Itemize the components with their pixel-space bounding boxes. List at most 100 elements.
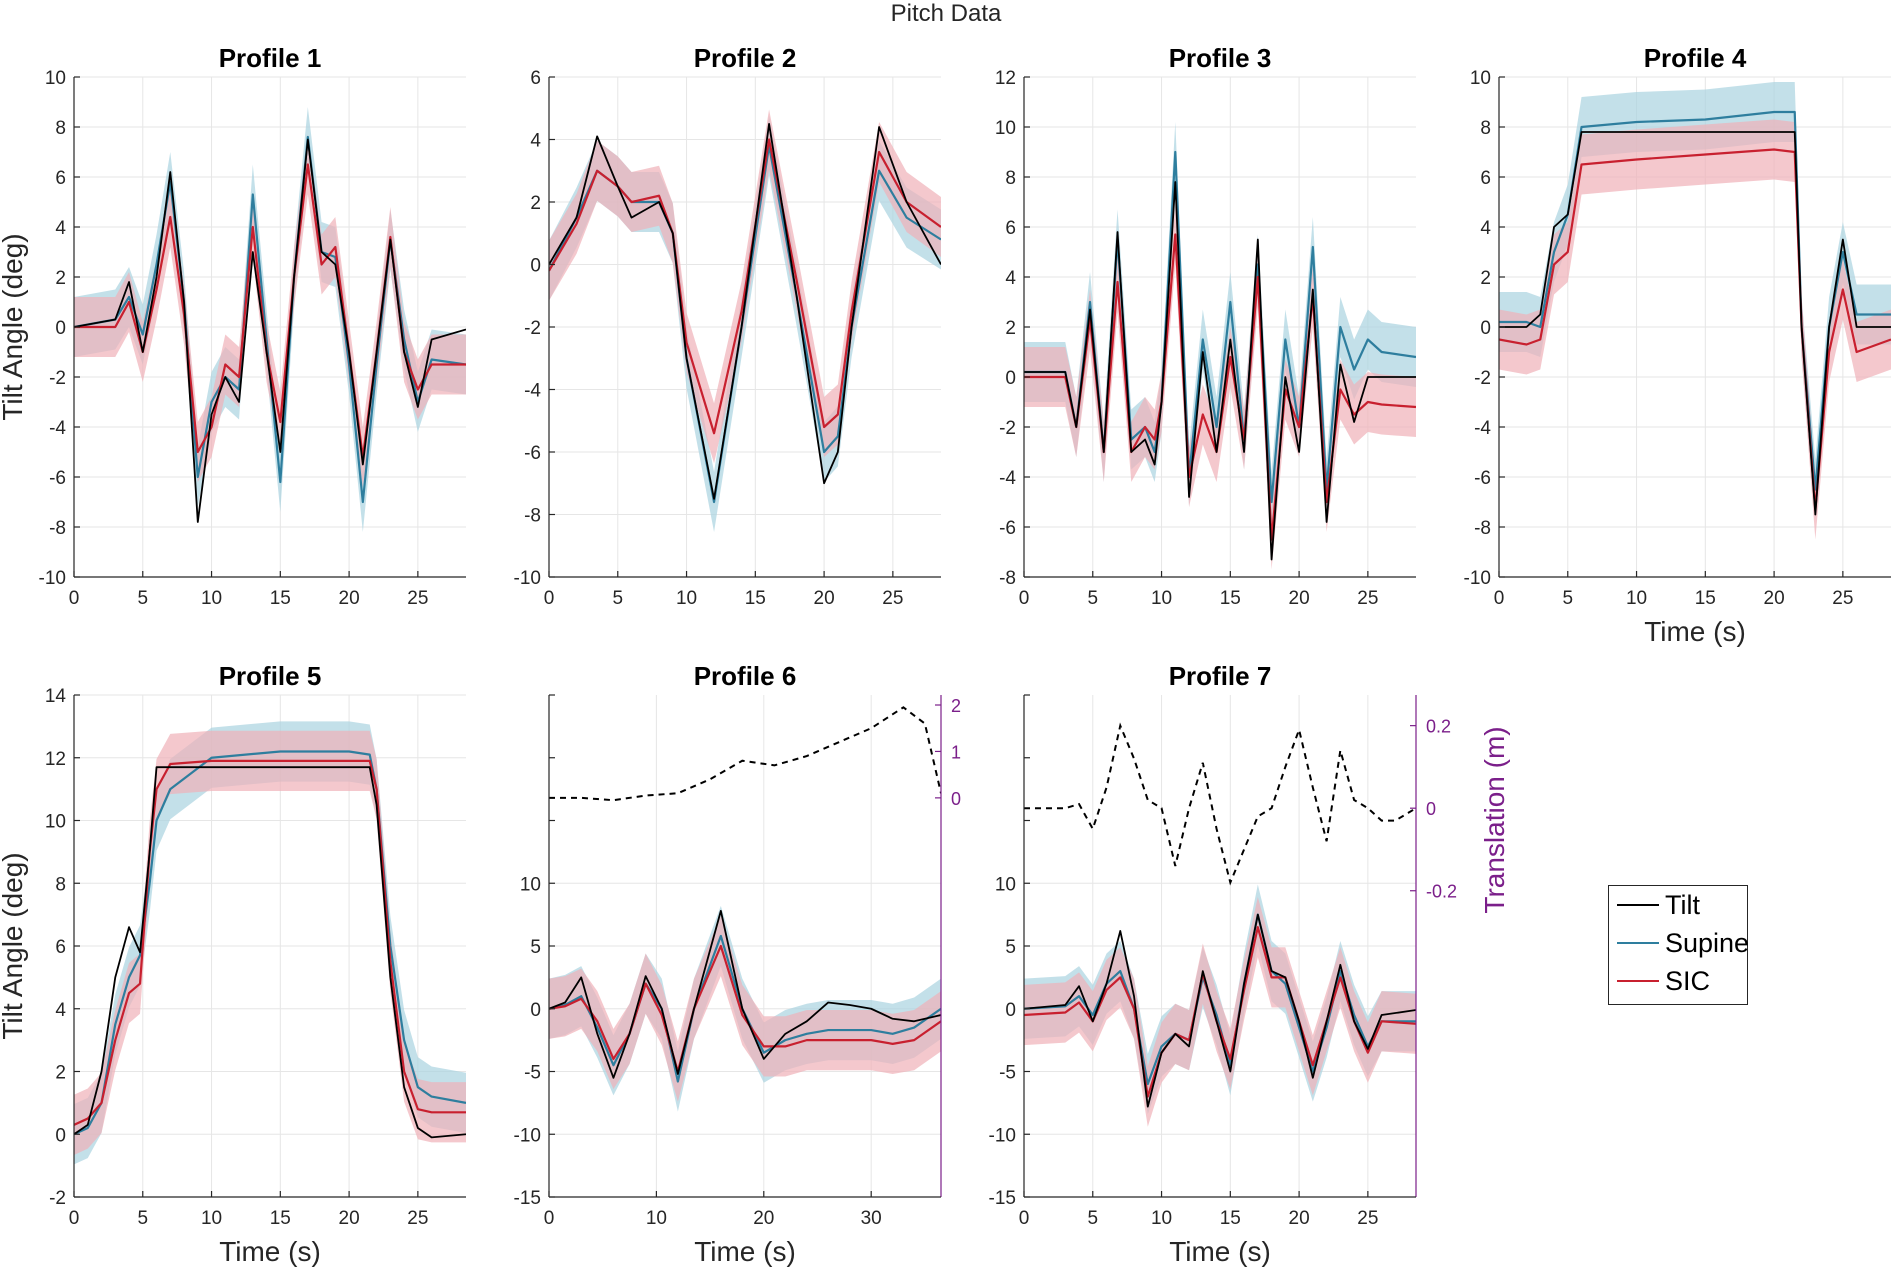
x-tick-label: 10 xyxy=(201,1208,222,1229)
chart-title: Profile 2 xyxy=(694,43,797,73)
series-line-sic xyxy=(549,944,941,1073)
x-tick-label: 0 xyxy=(544,1208,555,1229)
y-tick-label: 2 xyxy=(55,268,66,289)
x-tick-label: 0 xyxy=(1019,588,1030,609)
y-tick-label: -4 xyxy=(1474,418,1491,439)
y-tick-label: -2 xyxy=(49,1188,66,1209)
x-tick-label: 10 xyxy=(1626,588,1647,609)
y-tick-label: -15 xyxy=(514,1188,541,1209)
y-tick-label: 2 xyxy=(55,1063,66,1084)
series-line-tilt xyxy=(549,122,941,500)
band-sic xyxy=(549,915,941,1102)
chart-title: Profile 5 xyxy=(219,661,322,691)
y-tick-label: -4 xyxy=(999,468,1016,489)
x-tick-label: 15 xyxy=(270,588,291,609)
y-tick-label: -6 xyxy=(49,468,66,489)
y-tick-label: 10 xyxy=(520,874,541,895)
y-tick-label: 4 xyxy=(1005,268,1016,289)
series-line-tilt xyxy=(1024,181,1416,561)
y-tick-label: 4 xyxy=(1480,218,1491,239)
y-tick-label: 0 xyxy=(530,1000,541,1021)
x-tick-label: 20 xyxy=(339,588,360,609)
chart-panel-6: 0 1 2 -15 -10 -5 0 5 10 0 10 20 30 Profile 6 Time (s) xyxy=(514,661,961,1267)
y-tick-label: -10 xyxy=(514,568,541,589)
y-tick-label: -10 xyxy=(1464,568,1491,589)
x-tick-label: 25 xyxy=(1357,588,1378,609)
data-layer xyxy=(1024,722,1416,1127)
x-tick-label: 25 xyxy=(407,1208,428,1229)
y-tick-label: -15 xyxy=(989,1188,1016,1209)
right-axis-label: Translation (m) xyxy=(1479,726,1510,913)
y-tick-label: 4 xyxy=(55,218,66,239)
y-tick-label: 6 xyxy=(1005,218,1016,239)
y-tick-label: -4 xyxy=(524,381,541,402)
y-tick-label: -6 xyxy=(524,443,541,464)
legend-line-tilt xyxy=(1617,904,1659,906)
chart-panel-2: -10 -8 -6 -4 -2 0 2 4 6 0 5 10 15 20 25 Profile 2 xyxy=(514,43,941,609)
legend-item-supine: Supine xyxy=(1615,928,1749,958)
x-tick-label: 5 xyxy=(137,1208,148,1229)
x-tick-label: 10 xyxy=(1151,1208,1172,1229)
y-tick-label: 0 xyxy=(55,1125,66,1146)
y-tick-label: 10 xyxy=(995,874,1016,895)
y-tick-label: -8 xyxy=(49,518,66,539)
legend-line-sic xyxy=(1617,980,1659,982)
y-tick-label: -2 xyxy=(999,418,1016,439)
series-line-sic xyxy=(1024,926,1416,1098)
data-layer xyxy=(1499,82,1891,540)
legend-line-supine xyxy=(1617,942,1659,944)
y-tick-label: 5 xyxy=(1005,937,1016,958)
x-tick-label: 15 xyxy=(1220,1208,1241,1229)
series-line-sic xyxy=(74,759,466,1126)
y-tick-label: 0 xyxy=(1005,1000,1016,1021)
x-axis-label: Time (s) xyxy=(219,1236,321,1267)
y-tick-label: 6 xyxy=(55,168,66,189)
right-tick-label: 0.2 xyxy=(1426,717,1451,737)
x-tick-label: 0 xyxy=(1494,588,1505,609)
right-tick-label: 0 xyxy=(951,789,961,809)
legend-label-sic: SIC xyxy=(1665,966,1711,996)
chart-panel-7: -0.2 0 0.2 -15 -10 -5 0 5 10 0 5 10 15 20 25 Profile 7 T… xyxy=(989,661,1510,1267)
y-tick-label: 14 xyxy=(45,686,67,707)
y-tick-label: 4 xyxy=(55,1000,66,1021)
y-tick-label: -10 xyxy=(514,1125,541,1146)
data-layer xyxy=(549,109,941,532)
y-tick-label: 8 xyxy=(55,874,66,895)
series-line-supine xyxy=(74,750,466,1136)
y-tick-label: 8 xyxy=(55,118,66,139)
y-tick-label: 10 xyxy=(1470,68,1491,89)
y-tick-label: -2 xyxy=(49,368,66,389)
x-axis-label: Time (s) xyxy=(694,1236,796,1267)
y-tick-label: 6 xyxy=(1480,168,1491,189)
y-tick-label: -8 xyxy=(999,568,1016,589)
y-tick-label: 2 xyxy=(1480,268,1491,289)
data-layer xyxy=(74,107,466,532)
y-tick-label: 10 xyxy=(995,118,1016,139)
x-tick-label: 0 xyxy=(69,1208,80,1229)
y-tick-label: -6 xyxy=(999,518,1016,539)
x-tick-label: 30 xyxy=(861,1208,882,1229)
x-tick-label: 20 xyxy=(753,1208,774,1229)
x-tick-label: 20 xyxy=(1289,588,1310,609)
y-tick-label: 4 xyxy=(530,131,541,152)
x-axis-label: Time (s) xyxy=(1644,616,1746,647)
x-tick-label: 15 xyxy=(1695,588,1716,609)
y-tick-label: 0 xyxy=(1005,368,1016,389)
chart-panel-4: -10 -8 -6 -4 -2 0 2 4 6 8 10 0 5 10 15 20 25 Profile 4 Tim… xyxy=(1464,43,1891,647)
y-tick-label: 5 xyxy=(530,937,541,958)
y-tick-label: 8 xyxy=(1005,168,1016,189)
x-axis-label: Time (s) xyxy=(1169,1236,1271,1267)
legend-label-supine: Supine xyxy=(1665,928,1750,958)
y-tick-label: 10 xyxy=(45,68,66,89)
x-tick-label: 25 xyxy=(407,588,428,609)
y-tick-label: -8 xyxy=(524,506,541,527)
right-tick-label: 0 xyxy=(1426,799,1436,819)
x-tick-label: 10 xyxy=(646,1208,667,1229)
y-tick-label: -10 xyxy=(989,1125,1016,1146)
y-tick-label: -5 xyxy=(999,1063,1016,1084)
series-line-sic xyxy=(549,138,941,435)
legend: Tilt Supine SIC xyxy=(1608,885,1749,1005)
